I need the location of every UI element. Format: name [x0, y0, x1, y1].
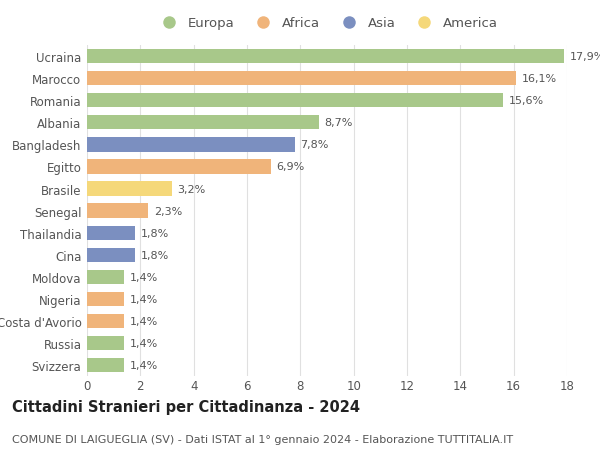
Bar: [87, 72, 517, 86]
Legend: Europa, Africa, Asia, America: Europa, Africa, Asia, America: [154, 15, 500, 33]
Text: 8,7%: 8,7%: [325, 118, 353, 128]
Text: 1,8%: 1,8%: [140, 250, 169, 260]
Text: 15,6%: 15,6%: [508, 96, 544, 106]
Text: 1,4%: 1,4%: [130, 316, 158, 326]
Text: 1,4%: 1,4%: [130, 272, 158, 282]
Bar: [87, 50, 565, 64]
Text: 1,4%: 1,4%: [130, 338, 158, 348]
Bar: [87, 138, 295, 152]
Text: 6,9%: 6,9%: [277, 162, 305, 172]
Text: COMUNE DI LAIGUEGLIA (SV) - Dati ISTAT al 1° gennaio 2024 - Elaborazione TUTTITA: COMUNE DI LAIGUEGLIA (SV) - Dati ISTAT a…: [12, 434, 513, 444]
Text: Cittadini Stranieri per Cittadinanza - 2024: Cittadini Stranieri per Cittadinanza - 2…: [12, 399, 360, 414]
Text: 2,3%: 2,3%: [154, 206, 182, 216]
Bar: [87, 160, 271, 174]
Bar: [87, 182, 172, 196]
Bar: [87, 270, 124, 285]
Bar: [87, 248, 135, 263]
Text: 1,8%: 1,8%: [140, 228, 169, 238]
Bar: [87, 336, 124, 351]
Bar: [87, 204, 148, 218]
Bar: [87, 314, 124, 329]
Text: 7,8%: 7,8%: [301, 140, 329, 150]
Bar: [87, 116, 319, 130]
Text: 16,1%: 16,1%: [521, 74, 557, 84]
Bar: [87, 94, 503, 108]
Text: 1,4%: 1,4%: [130, 360, 158, 370]
Bar: [87, 226, 135, 241]
Bar: [87, 292, 124, 307]
Text: 3,2%: 3,2%: [178, 184, 206, 194]
Bar: [87, 358, 124, 373]
Text: 17,9%: 17,9%: [569, 52, 600, 62]
Text: 1,4%: 1,4%: [130, 294, 158, 304]
